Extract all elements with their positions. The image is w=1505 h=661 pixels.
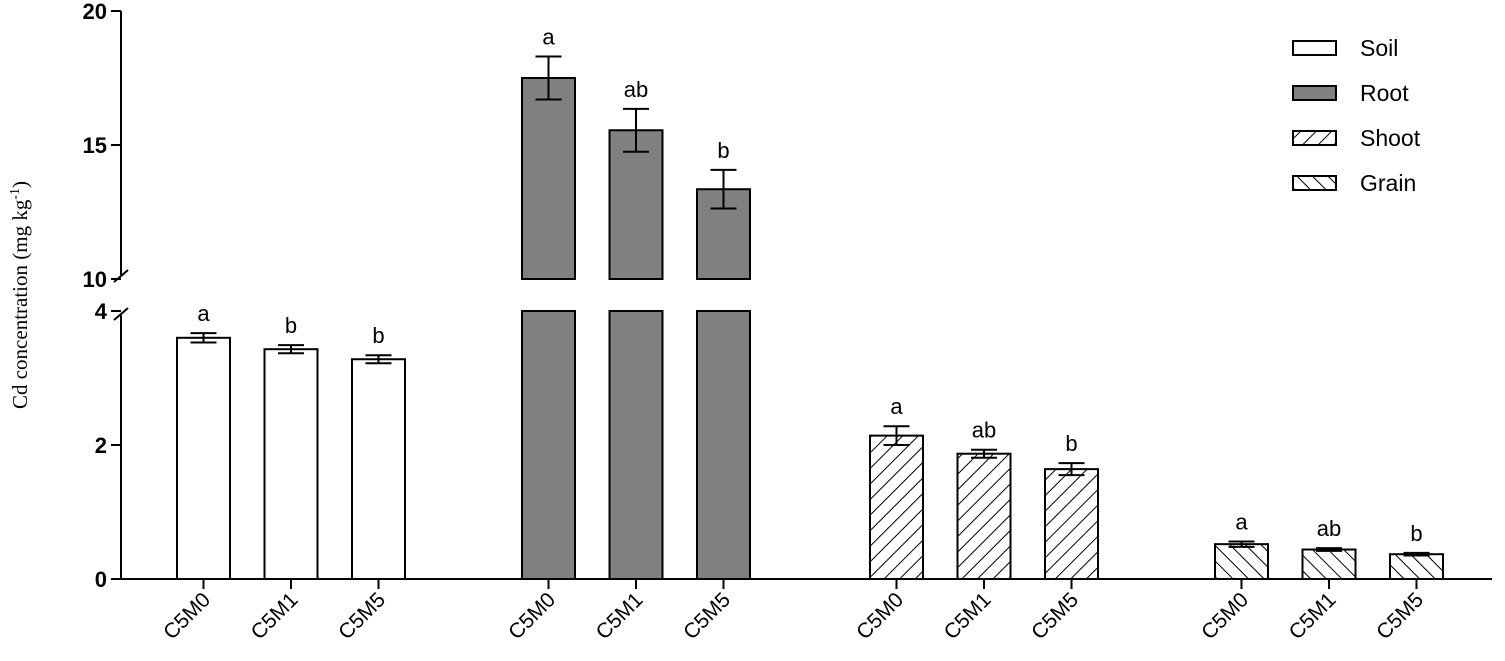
y-axis-label-superscript: -1 xyxy=(8,188,23,200)
legend: Soil Root Shoot Grain xyxy=(1292,35,1421,196)
legend-label-grain: Grain xyxy=(1360,170,1416,196)
bar-group-root: a ab b xyxy=(521,25,751,580)
y-tick-label: 0 xyxy=(95,567,107,592)
bar-soil xyxy=(351,358,406,580)
significance-letter: ab xyxy=(624,77,648,102)
bar-soil xyxy=(263,348,319,580)
significance-letter: b xyxy=(1065,431,1077,456)
y-tick-label: 2 xyxy=(95,433,107,458)
x-tick-label: C5M5 xyxy=(679,588,735,644)
x-tick-label: C5M1 xyxy=(592,588,648,644)
x-tick-label: C5M1 xyxy=(1285,588,1341,644)
bar-soil xyxy=(176,336,231,580)
significance-letter: b xyxy=(1410,521,1422,546)
significance-letter: a xyxy=(542,25,555,50)
y-axis-label: Cd concentration (mg kg-1) xyxy=(8,181,32,409)
legend-swatch-shoot xyxy=(1292,130,1337,146)
legend-swatch-grain xyxy=(1292,175,1337,191)
bar-shoot xyxy=(869,434,924,580)
bar-root-upper-segment xyxy=(608,129,664,280)
significance-letter: a xyxy=(1235,509,1248,534)
x-tick-label: C5M5 xyxy=(1027,588,1083,644)
bar-shoot xyxy=(1044,468,1099,580)
bar-grain xyxy=(1389,553,1444,581)
legend-label-shoot: Shoot xyxy=(1360,125,1421,151)
significance-letter: b xyxy=(372,323,384,348)
bar-group-shoot: a ab b xyxy=(869,394,1099,580)
x-tick-label: C5M0 xyxy=(1197,588,1253,644)
y-axis-label-main: Cd concentration (mg kg xyxy=(8,199,32,409)
bar-root-lower-segment xyxy=(696,310,751,580)
x-tick-label: C5M1 xyxy=(247,588,303,644)
x-tick-labels: C5M0 C5M1 C5M5 C5M0 C5M1 C5M5 C5M0 C5M1 C5M5 C5M0… xyxy=(159,588,1428,644)
bar-grain xyxy=(1214,543,1269,580)
bar-root-upper-segment xyxy=(521,77,576,280)
y-tick-label: 15 xyxy=(83,133,107,158)
legend-swatch-root xyxy=(1292,85,1337,101)
bar-shoot xyxy=(956,452,1012,580)
x-tick-label: C5M0 xyxy=(504,588,560,644)
significance-letter: b xyxy=(717,138,729,163)
y-tick-label: 20 xyxy=(83,0,107,24)
significance-letter: ab xyxy=(1317,516,1341,541)
x-tick-label: C5M5 xyxy=(1372,588,1428,644)
bar-root-lower-segment xyxy=(521,310,576,580)
y-tick-label: 4 xyxy=(95,299,108,324)
x-tick-label: C5M5 xyxy=(334,588,390,644)
significance-letter: ab xyxy=(972,418,996,443)
y-axis-label-close: ) xyxy=(8,181,32,188)
significance-letter: a xyxy=(890,394,903,419)
svg-text:Cd concentration (mg kg-1): Cd concentration (mg kg-1) xyxy=(8,181,32,409)
legend-label-soil: Soil xyxy=(1360,35,1398,61)
axis-break-mark-lower xyxy=(113,307,129,321)
x-tick-label: C5M0 xyxy=(159,588,215,644)
legend-swatch-soil xyxy=(1292,40,1337,56)
y-tick-label: 10 xyxy=(83,267,107,292)
significance-letter: a xyxy=(197,301,210,326)
bar-root-lower-segment xyxy=(608,310,664,580)
legend-label-root: Root xyxy=(1360,80,1409,106)
x-tick-label: C5M0 xyxy=(852,588,908,644)
bar-grain xyxy=(1301,548,1357,581)
significance-letter: b xyxy=(285,313,297,338)
x-tick-label: C5M1 xyxy=(940,588,996,644)
axes: 0 2 4 10 15 20 xyxy=(83,0,1492,592)
bar-group-grain: a ab b xyxy=(1214,509,1444,581)
